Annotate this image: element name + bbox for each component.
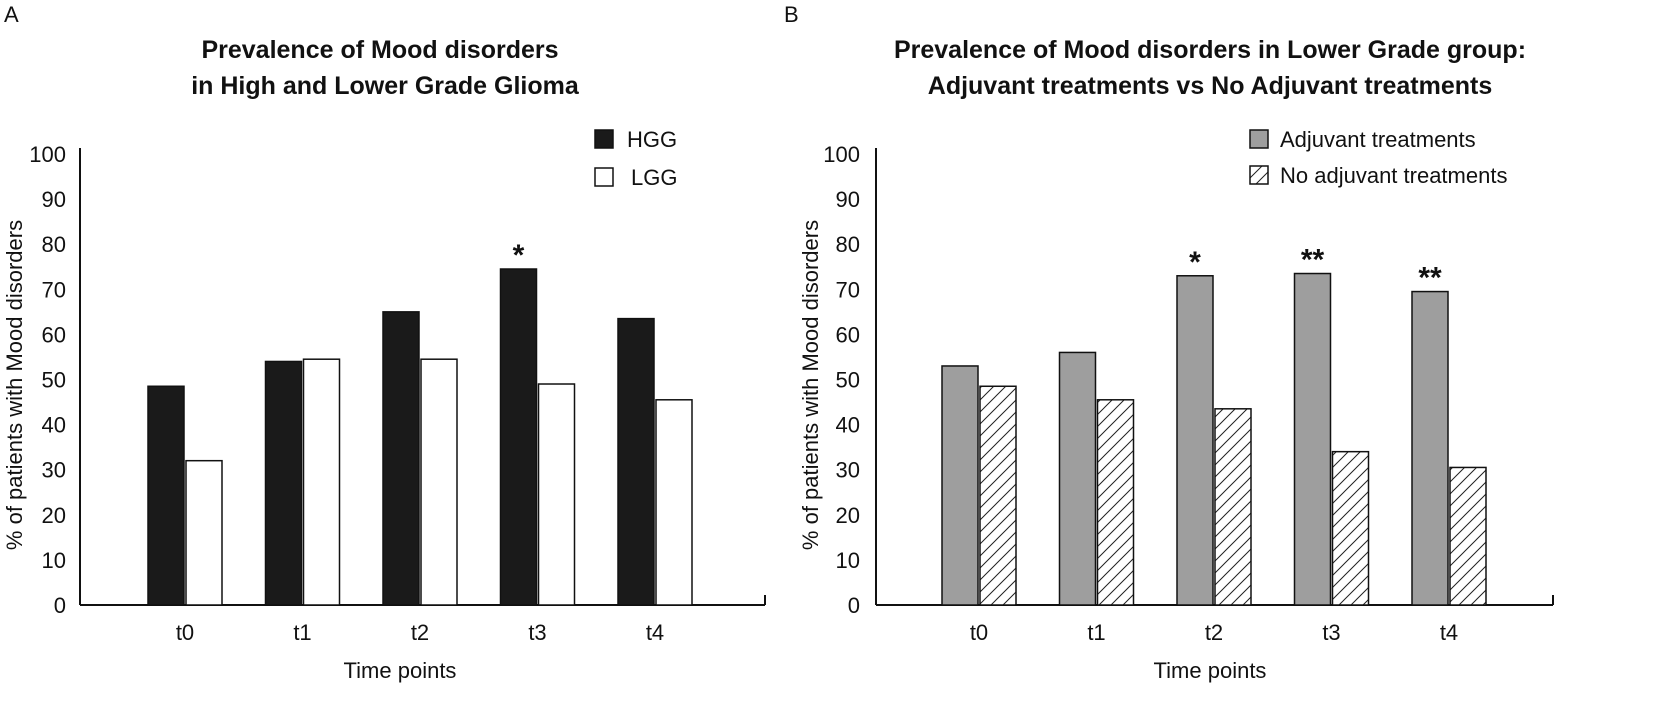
panel-b-y-axis-label: % of patients with Mood disorders bbox=[798, 220, 823, 550]
bar-adjuvant-treatments-t3 bbox=[1293, 272, 1332, 606]
x-tick-label-t2: t2 bbox=[1205, 620, 1223, 645]
y-tick-label: 50 bbox=[836, 368, 860, 393]
panel-a-title-line-2: in High and Lower Grade Glioma bbox=[191, 72, 580, 100]
x-tick-label-t3: t3 bbox=[528, 620, 546, 645]
panel-a-x-axis-label: Time points bbox=[344, 658, 457, 683]
panel-a-title-line-1: Prevalence of Mood disorders bbox=[201, 36, 558, 64]
bar-no-adjuvant-treatments-t2 bbox=[1214, 408, 1252, 606]
legend-swatch-hgg bbox=[594, 129, 614, 149]
bar-adjuvant-treatments-t0 bbox=[941, 365, 979, 606]
x-tick-label-t3: t3 bbox=[1322, 620, 1340, 645]
x-tick-label-t0: t0 bbox=[970, 620, 988, 645]
bar-hgg-t1 bbox=[264, 360, 303, 606]
panel-b-title-line-1: Prevalence of Mood disorders in Lower Gr… bbox=[894, 36, 1526, 64]
y-tick-label: 0 bbox=[848, 593, 860, 618]
significance-marker-t3: ** bbox=[1301, 244, 1325, 277]
panel-a-label: A bbox=[4, 2, 19, 27]
x-tick-label-t0: t0 bbox=[176, 620, 194, 645]
panel-b-bars bbox=[941, 272, 1487, 606]
panel-b-y-ticks: 0 10 20 30 40 50 60 70 80 90 100 bbox=[823, 142, 860, 618]
legend-swatch-adjuvant bbox=[1249, 129, 1269, 149]
y-tick-label: 100 bbox=[823, 142, 860, 167]
x-tick-label-t1: t1 bbox=[1087, 620, 1105, 645]
bar-lgg-t0 bbox=[185, 459, 223, 606]
y-tick-label: 10 bbox=[42, 548, 66, 573]
x-tick-label-t1: t1 bbox=[293, 620, 311, 645]
bar-lgg-t4 bbox=[655, 399, 693, 606]
bar-hgg-t4 bbox=[617, 317, 655, 606]
panel-b-label: B bbox=[784, 2, 799, 27]
y-tick-label: 40 bbox=[42, 413, 66, 438]
legend-label-no-adjuvant: No adjuvant treatments bbox=[1280, 163, 1507, 188]
y-tick-label: 40 bbox=[836, 413, 860, 438]
legend-label-adjuvant: Adjuvant treatments bbox=[1280, 127, 1476, 152]
bar-adjuvant-treatments-t1 bbox=[1058, 351, 1097, 606]
significance-marker-t3: * bbox=[513, 239, 525, 272]
y-tick-label: 70 bbox=[836, 277, 860, 302]
panel-b: B Prevalence of Mood disorders in Lower … bbox=[784, 2, 1554, 683]
bar-no-adjuvant-treatments-t1 bbox=[1096, 399, 1135, 606]
bar-no-adjuvant-treatments-t0 bbox=[979, 385, 1017, 606]
bar-adjuvant-treatments-t4 bbox=[1411, 290, 1449, 606]
panel-b-x-ticks: t0 t1 t2 t3 t4 bbox=[970, 620, 1458, 645]
bar-hgg-t0 bbox=[147, 385, 185, 606]
panel-a-annotations: * bbox=[513, 239, 525, 272]
bar-hgg-t2 bbox=[382, 311, 420, 606]
panel-b-annotations: * **** bbox=[1189, 244, 1442, 295]
y-tick-label: 70 bbox=[42, 277, 66, 302]
y-tick-label: 60 bbox=[42, 322, 66, 347]
y-tick-label: 90 bbox=[42, 187, 66, 212]
y-tick-label: 100 bbox=[29, 142, 66, 167]
legend-label-lgg: LGG bbox=[631, 165, 677, 190]
panel-a-bars bbox=[147, 268, 693, 606]
panel-b-legend: Adjuvant treatments No adjuvant treatmen… bbox=[1249, 127, 1507, 188]
y-tick-label: 20 bbox=[42, 503, 66, 528]
y-tick-label: 0 bbox=[54, 593, 66, 618]
panel-a: A Prevalence of Mood disorders in High a… bbox=[2, 2, 766, 683]
bar-lgg-t2 bbox=[420, 358, 458, 606]
y-tick-label: 30 bbox=[836, 458, 860, 483]
bar-no-adjuvant-treatments-t3 bbox=[1331, 450, 1370, 606]
legend-swatch-lgg bbox=[594, 167, 614, 187]
panel-a-x-ticks: t0 t1 t2 t3 t4 bbox=[176, 620, 664, 645]
panel-b-x-axis-label: Time points bbox=[1154, 658, 1267, 683]
y-tick-label: 60 bbox=[836, 322, 860, 347]
bar-adjuvant-treatments-t2 bbox=[1176, 275, 1214, 606]
legend-label-hgg: HGG bbox=[627, 127, 677, 152]
legend-swatch-no-adjuvant bbox=[1249, 165, 1269, 185]
significance-marker-t4: ** bbox=[1418, 262, 1442, 295]
bar-lgg-t3 bbox=[537, 383, 576, 606]
y-tick-label: 30 bbox=[42, 458, 66, 483]
significance-marker-t2: * bbox=[1189, 246, 1201, 279]
panel-a-y-axis-label: % of patients with Mood disorders bbox=[2, 220, 27, 550]
panel-a-y-ticks: 0 10 20 30 40 50 60 70 80 90 100 bbox=[29, 142, 66, 618]
panel-b-title-line-2: Adjuvant treatments vs No Adjuvant treat… bbox=[928, 72, 1492, 100]
y-tick-label: 80 bbox=[836, 232, 860, 257]
bar-no-adjuvant-treatments-t4 bbox=[1449, 466, 1487, 606]
bar-lgg-t1 bbox=[302, 358, 341, 606]
y-tick-label: 20 bbox=[836, 503, 860, 528]
y-tick-label: 50 bbox=[42, 368, 66, 393]
bar-hgg-t3 bbox=[499, 268, 538, 606]
y-tick-label: 90 bbox=[836, 187, 860, 212]
x-tick-label-t4: t4 bbox=[646, 620, 664, 645]
x-tick-label-t2: t2 bbox=[411, 620, 429, 645]
panel-a-legend: HGG LGG bbox=[594, 127, 677, 190]
x-tick-label-t4: t4 bbox=[1440, 620, 1458, 645]
y-tick-label: 80 bbox=[42, 232, 66, 257]
y-tick-label: 10 bbox=[836, 548, 860, 573]
